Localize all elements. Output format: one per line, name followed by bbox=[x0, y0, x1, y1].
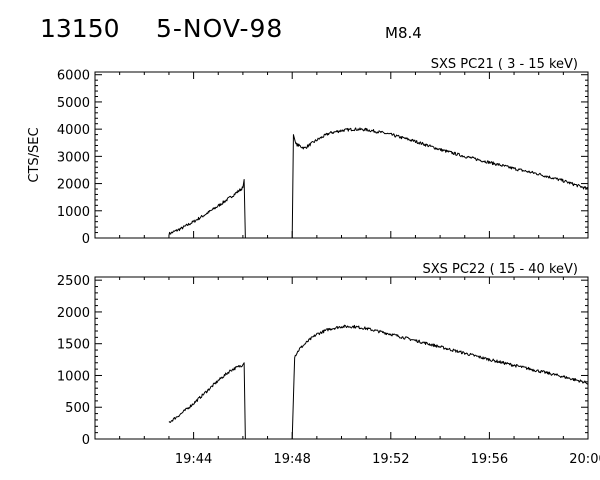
y-tick-label: 4000 bbox=[57, 123, 90, 138]
light-curve-segment-1 bbox=[168, 178, 246, 239]
panel-pc22: 0 500 1000 1500 2000 2500 19:44 19:48 19:52 19:56… bbox=[57, 262, 600, 467]
plot-frame bbox=[94, 276, 589, 440]
light-curve-segment-2 bbox=[291, 324, 589, 440]
x-tick-label: 19:44 bbox=[175, 452, 212, 467]
y-tick-label: 0 bbox=[82, 433, 90, 448]
y-tick-label: 1000 bbox=[57, 205, 90, 220]
y-axis-label: CTS/SEC bbox=[27, 127, 42, 182]
y-tick-label: 6000 bbox=[57, 69, 90, 84]
flare-class: M8.4 bbox=[385, 24, 422, 42]
y-tick-label: 500 bbox=[65, 401, 90, 416]
plot-frame bbox=[94, 71, 589, 239]
x-tick-label: 19:52 bbox=[372, 452, 409, 467]
y-tick-label: 2000 bbox=[57, 178, 90, 193]
event-id: 13150 bbox=[40, 14, 120, 43]
y-tick-label: 2500 bbox=[57, 274, 90, 289]
y-tick-label: 3000 bbox=[57, 150, 90, 165]
x-tick-label: 19:48 bbox=[273, 452, 310, 467]
y-tick-label: 0 bbox=[82, 232, 90, 247]
panel-title: SXS PC22 ( 15 - 40 keV) bbox=[422, 262, 578, 277]
y-tick-label: 1500 bbox=[57, 338, 90, 353]
x-tick-label: 20:00 bbox=[569, 452, 600, 467]
y-tick-label: 2000 bbox=[57, 306, 90, 321]
light-curve-segment-2 bbox=[291, 127, 589, 239]
light-curve-segment-1 bbox=[168, 362, 246, 440]
y-tick-label: 1000 bbox=[57, 369, 90, 384]
y-tick-label: 5000 bbox=[57, 96, 90, 111]
header: 13150 5-NOV-98 M8.4 bbox=[0, 0, 600, 50]
panel-title: SXS PC21 ( 3 - 15 keV) bbox=[431, 57, 578, 72]
event-date: 5-NOV-98 bbox=[156, 14, 284, 43]
panel-pc21: 0 1000 2000 3000 4000 5000 6000 SXS PC21 ( 3 - … bbox=[27, 57, 589, 247]
x-tick-label: 19:56 bbox=[471, 452, 508, 467]
